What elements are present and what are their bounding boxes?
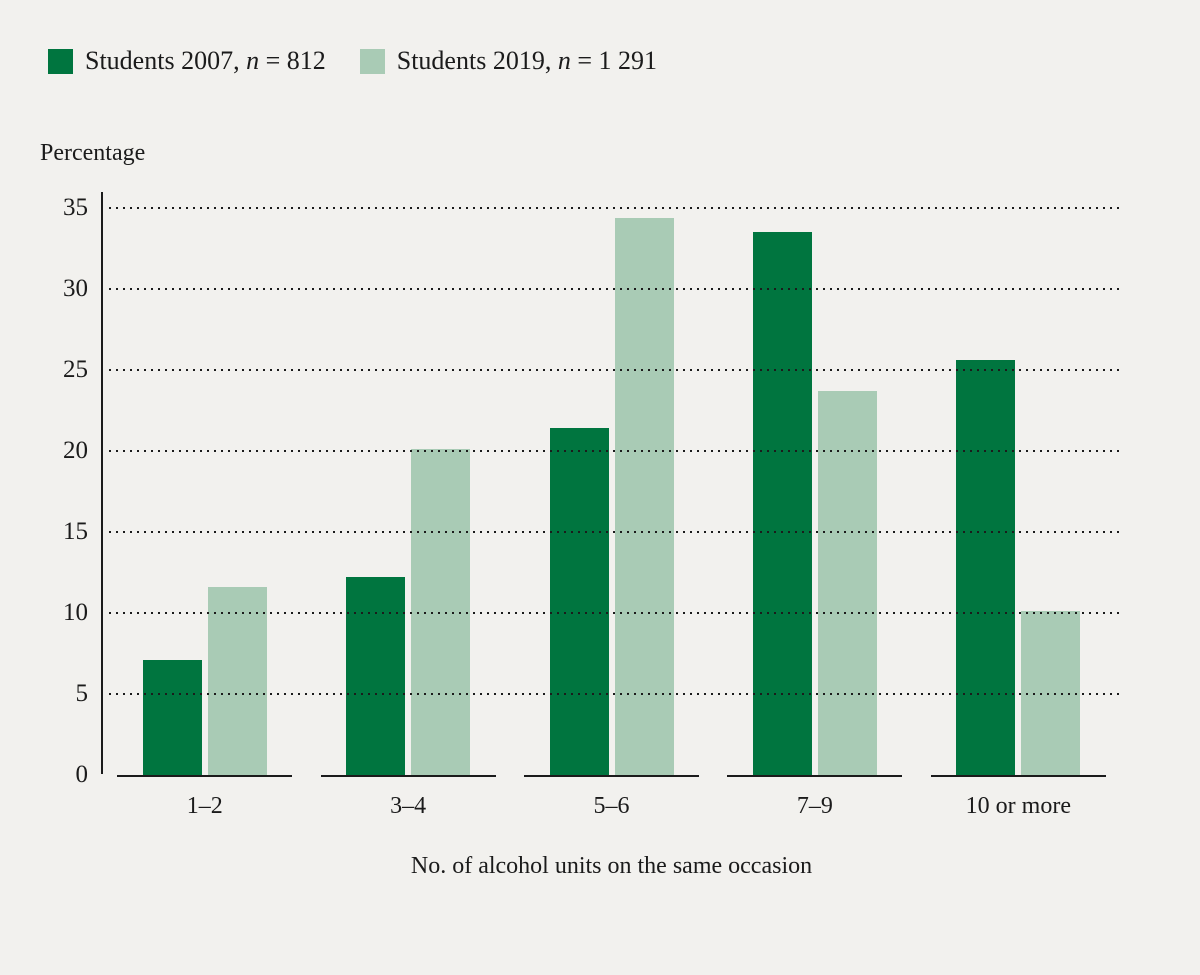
gridline [109, 531, 1120, 533]
bar-pair [142, 587, 267, 775]
x-axis-baseline [117, 774, 293, 777]
legend-item-2019: Students 2019, n = 1 291 [359, 48, 657, 74]
x-axis-title: No. of alcohol units on the same occasio… [410, 853, 813, 879]
bar-2019 [207, 587, 267, 775]
legend-label-2019: Students 2019, n = 1 291 [397, 48, 657, 74]
y-tick-label: 35 [63, 194, 88, 221]
x-axis-baseline [524, 774, 699, 777]
legend-label-2019-count: = 1 291 [570, 46, 657, 75]
x-tick-label: 5–6 [593, 793, 630, 819]
legend-label-2007-n: n [246, 46, 260, 75]
legend-label-2019-n: n [557, 46, 571, 75]
bar-group [103, 208, 306, 777]
x-axis-baseline [727, 774, 903, 777]
legend-label-2007: Students 2007, n = 812 [85, 48, 326, 74]
y-tick-label: 25 [63, 356, 88, 383]
gridline [109, 288, 1120, 290]
bar-group [713, 208, 916, 777]
plot-area [101, 192, 1120, 777]
bar-group [306, 208, 509, 777]
bar-groups [103, 208, 1120, 777]
legend-label-2007-count: = 812 [259, 46, 326, 75]
y-tick-label: 30 [63, 275, 88, 302]
x-tick-label: 1–2 [186, 793, 223, 819]
legend-swatch-2007-icon [48, 48, 73, 74]
bar-2019 [614, 218, 674, 775]
bar-pair [956, 360, 1081, 775]
gridline [109, 693, 1120, 695]
bar-2007 [142, 660, 202, 775]
x-tick-label: 10 or more [965, 793, 1071, 819]
legend-label-2007-text: Students 2007, [85, 46, 247, 75]
bar-2007 [549, 428, 609, 775]
y-tick-label: 15 [63, 518, 88, 545]
bar-group [917, 208, 1120, 777]
gridline [109, 207, 1120, 209]
gridline [109, 450, 1120, 452]
bar-pair [752, 232, 877, 775]
x-tick-label: 7–9 [796, 793, 833, 819]
bar-2019 [817, 391, 877, 775]
y-axis-title: Percentage [40, 140, 146, 166]
bar-pair [549, 218, 674, 775]
legend-item-2007: Students 2007, n = 812 [48, 48, 326, 74]
legend-label-2019-text: Students 2019, [396, 46, 558, 75]
x-axis-labels: 1–2 3–4 5–6 7–9 10 or more [103, 793, 1120, 820]
x-axis-baseline [320, 774, 496, 777]
bar-2007 [752, 232, 812, 775]
x-tick-label: 3–4 [390, 793, 427, 819]
gridline [109, 369, 1120, 371]
y-tick-label: 10 [63, 599, 88, 626]
y-tick-label: 20 [63, 437, 88, 464]
legend: Students 2007, n = 812 Students 2019, n … [48, 48, 657, 74]
x-axis-baseline [930, 774, 1106, 777]
y-axis-line [101, 192, 103, 774]
bar-group [510, 208, 713, 777]
legend-swatch-2019-icon [359, 48, 385, 74]
y-tick-label: 5 [75, 680, 89, 707]
bar-2007 [346, 577, 406, 775]
y-tick-label: 0 [75, 761, 89, 788]
gridline [109, 612, 1120, 614]
bar-2007 [956, 360, 1016, 775]
